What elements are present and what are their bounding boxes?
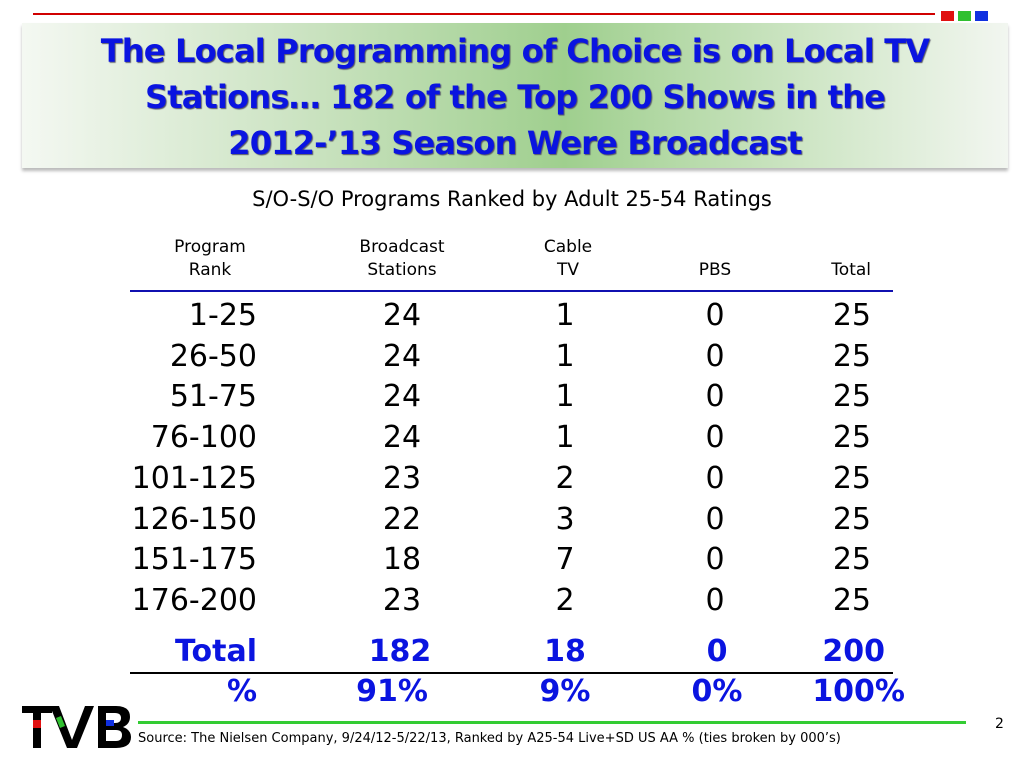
table-cell-broadcast: 22	[382, 501, 422, 537]
header-text: TV	[556, 260, 579, 280]
column-header-broadcast: Broadcast Stations	[302, 236, 502, 282]
title-banner	[22, 23, 1008, 168]
footer-rule	[138, 721, 966, 724]
header-text: Total	[831, 260, 871, 280]
total-cell-total: 200	[822, 634, 885, 669]
table-cell-broadcast: 23	[382, 582, 422, 618]
table-cell-broadcast: 24	[382, 338, 422, 374]
table-cell-cable: 1	[555, 338, 575, 374]
table-cell-pbs: 0	[705, 298, 725, 333]
table-cell-cable: 1	[555, 420, 575, 456]
header-rule	[33, 13, 935, 15]
table-cell-cable: 2	[555, 582, 575, 618]
table-subtitle: S/O-S/O Programs Ranked by Adult 25-54 R…	[252, 187, 772, 211]
header-text	[831, 236, 871, 259]
title-line: Stations… 182 of the Top 200 Shows in th…	[144, 78, 886, 116]
header-divider	[130, 290, 893, 292]
table-cell-broadcast: 24	[382, 298, 422, 333]
table-cell-rank: 26-50	[169, 338, 257, 374]
header-text	[615, 236, 815, 259]
table-cell-total: 25	[832, 542, 871, 578]
total-cell-rank: Total	[175, 634, 257, 669]
header-text: Broadcast	[359, 237, 445, 257]
table-cell-total: 25	[832, 298, 871, 333]
header-text: Cable	[543, 237, 593, 257]
header-text: Program	[174, 237, 246, 257]
header-text: Rank	[188, 260, 232, 280]
table-cell-broadcast: 24	[382, 420, 422, 456]
percent-cell-cable: 9%	[539, 674, 591, 709]
table-cell-total: 25	[832, 582, 871, 618]
table-cell-pbs: 0	[705, 379, 725, 415]
tvb-logo	[22, 706, 131, 748]
table-cell-pbs: 0	[705, 460, 725, 496]
title-line: The Local Programming of Choice is on Lo…	[100, 32, 930, 70]
table-cell-cable: 1	[555, 379, 575, 415]
column-header-cable: Cable TV	[468, 236, 668, 282]
table-cell-total: 25	[832, 501, 871, 537]
table-cell-pbs: 0	[705, 420, 725, 456]
total-cell-cable: 18	[544, 634, 586, 669]
blue-square-icon	[975, 11, 988, 21]
table-cell-cable: 3	[555, 501, 575, 537]
table-cell-total: 25	[832, 460, 871, 496]
table-cell-pbs: 0	[705, 542, 725, 578]
header-text: Stations	[367, 260, 437, 280]
header-text: PBS	[698, 260, 732, 280]
total-divider	[130, 672, 893, 674]
green-square-icon	[958, 11, 971, 21]
percent-cell-rank: %	[226, 674, 257, 709]
percent-cell-pbs: 0%	[691, 674, 743, 709]
table-cell-total: 25	[832, 379, 871, 415]
table-cell-cable: 7	[555, 542, 575, 578]
table-cell-rank: 176-200	[131, 582, 257, 618]
table-cell-rank: 101-125	[131, 460, 257, 496]
table-cell-pbs: 0	[705, 582, 725, 618]
table-cell-rank: 76-100	[150, 420, 257, 456]
table-cell-cable: 2	[555, 460, 575, 496]
table-cell-rank: 126-150	[131, 501, 257, 537]
column-header-total: Total	[831, 236, 871, 282]
table-cell-cable: 1	[555, 298, 575, 333]
total-cell-broadcast: 182	[368, 634, 432, 669]
table-cell-total: 25	[832, 338, 871, 374]
table-cell-pbs: 0	[705, 338, 725, 374]
percent-cell-broadcast: 91%	[356, 674, 428, 709]
total-cell-pbs: 0	[706, 634, 728, 669]
table-cell-broadcast: 18	[382, 542, 422, 578]
source-note: Source: The Nielsen Company, 9/24/12-5/2…	[138, 731, 841, 746]
percent-cell-total: 100%	[812, 674, 905, 709]
red-square-icon	[941, 11, 954, 21]
column-header-rank: Program Rank	[110, 236, 310, 282]
title-line: 2012-’13 Season Were Broadcast	[228, 124, 802, 162]
table-cell-rank: 1-25	[188, 298, 257, 333]
table-cell-pbs: 0	[705, 501, 725, 537]
page-number: 2	[995, 716, 1004, 732]
table-cell-broadcast: 24	[382, 379, 422, 415]
table-cell-total: 25	[832, 420, 871, 456]
slide-title: The Local Programming of Choice is on Lo…	[22, 28, 1008, 166]
table-cell-rank: 51-75	[169, 379, 257, 415]
column-header-pbs: PBS	[615, 236, 815, 282]
table-cell-broadcast: 23	[382, 460, 422, 496]
table-cell-rank: 151-175	[131, 542, 257, 578]
